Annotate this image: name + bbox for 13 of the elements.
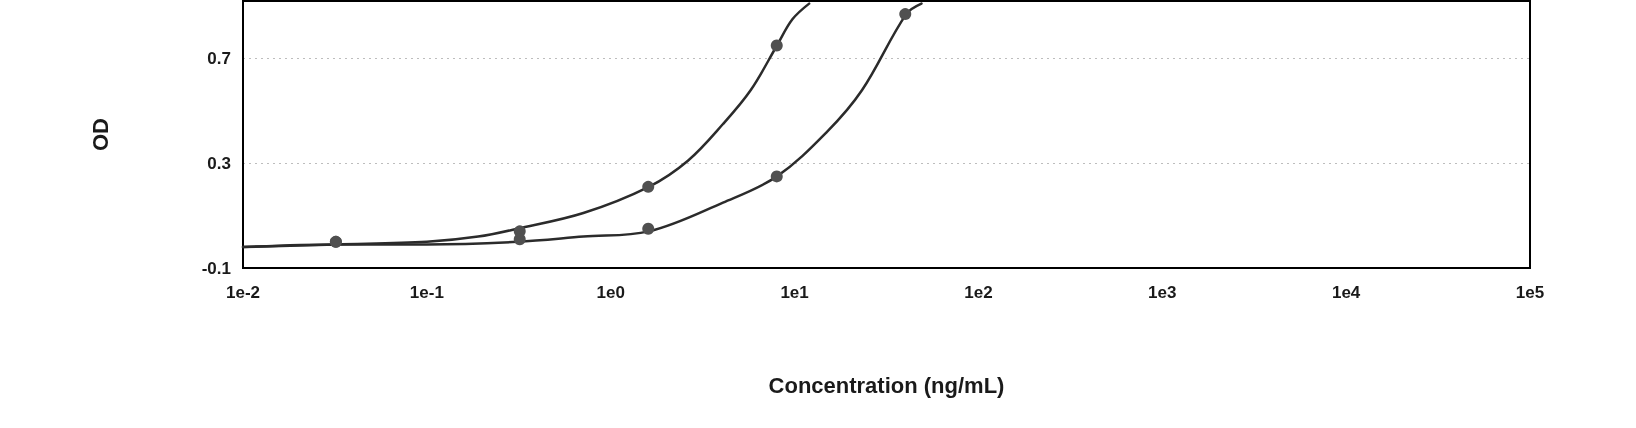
y-tick-label: 0.7 bbox=[207, 49, 231, 69]
x-tick-label: 1e-1 bbox=[409, 283, 444, 302]
x-tick-label: 1e-2 bbox=[225, 283, 261, 302]
y-tick-label: 0.3 bbox=[207, 153, 231, 173]
x-tick-label: 1e1 bbox=[780, 283, 809, 302]
x-tick-label: 1e4 bbox=[1331, 283, 1361, 302]
x-axis-title: Concentration (ng/mL) bbox=[768, 372, 1005, 398]
y-tick-label: -0.1 bbox=[201, 258, 231, 278]
x-tick-label: 1e3 bbox=[1148, 283, 1177, 302]
x-tick-label: 1e2 bbox=[964, 283, 993, 302]
x-tick-label: 1e0 bbox=[596, 283, 625, 302]
x-tick-label: 1e5 bbox=[1515, 283, 1545, 302]
y-axis-title: OD bbox=[87, 118, 113, 151]
